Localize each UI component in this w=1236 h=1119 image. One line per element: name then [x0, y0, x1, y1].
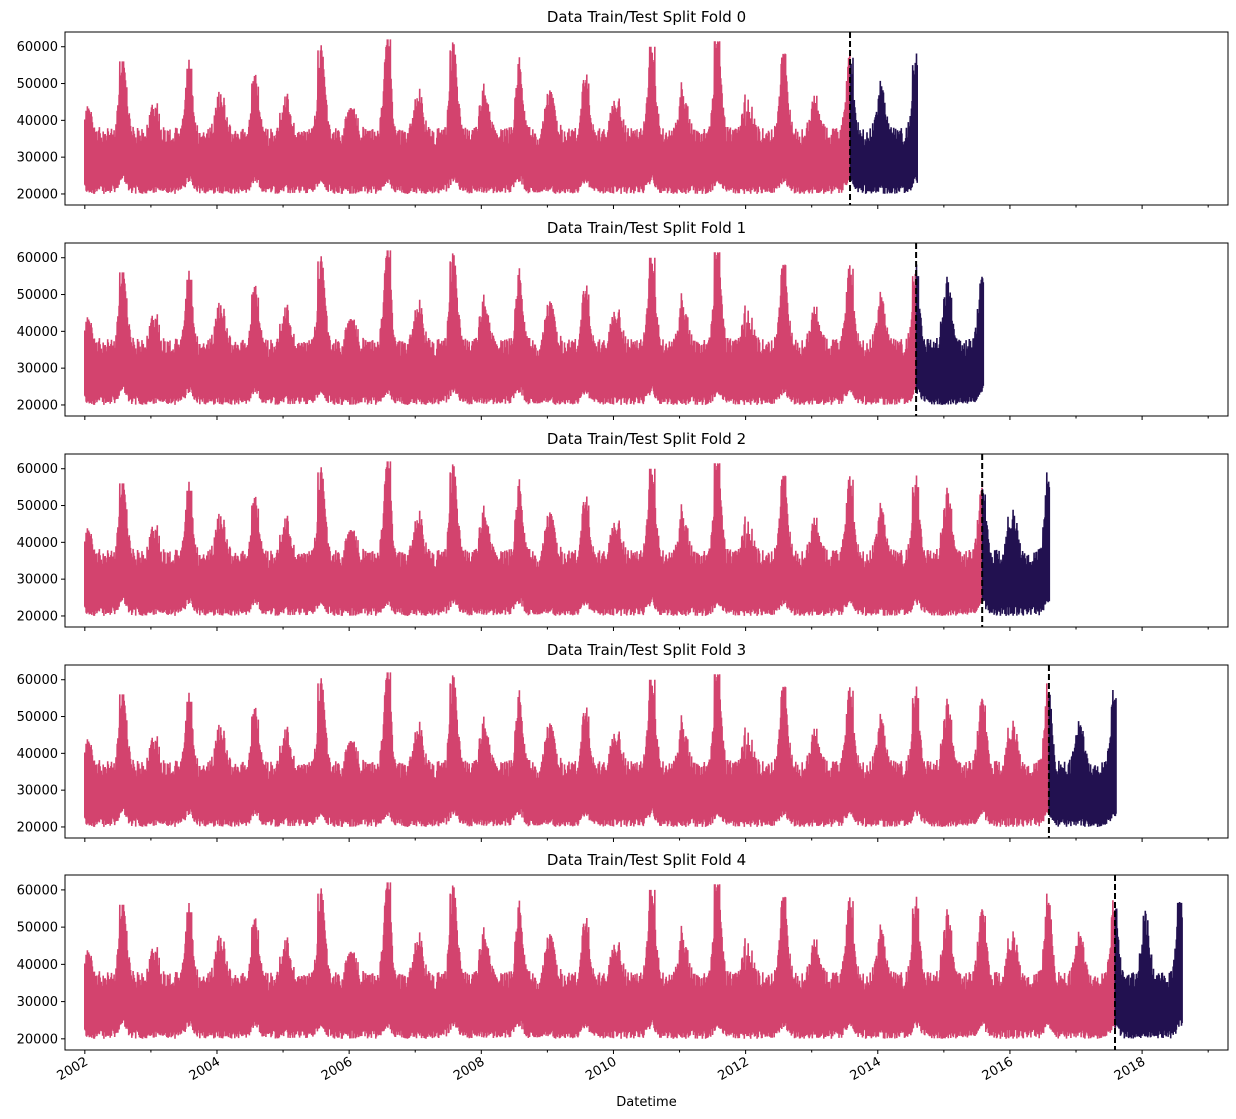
fold-1-panel: Data Train/Test Split Fold 1 20000 30000 40… — [17, 219, 1229, 420]
fold-1-test-series — [915, 264, 985, 405]
fold-0-title: Data Train/Test Split Fold 0 — [547, 8, 746, 26]
fold-4-ytick-label: 30000 — [17, 995, 58, 1010]
fold-2-train-series — [84, 461, 983, 617]
fold-1-ytick-label: 50000 — [17, 288, 58, 303]
fold-3-ytick-label: 60000 — [17, 673, 58, 688]
fold-0-ytick-label: 50000 — [17, 77, 58, 92]
xtick-label-2016: 2016 — [980, 1054, 1016, 1084]
x-axis-label: Datetime — [616, 1095, 676, 1110]
fold-2-ytick-label: 40000 — [17, 536, 58, 551]
fold-0-train-series — [84, 39, 851, 195]
fold-3-plot-area — [84, 672, 1117, 828]
xtick-label-2008: 2008 — [451, 1054, 487, 1084]
xtick-label-2010: 2010 — [583, 1054, 619, 1084]
fold-1-ytick-label: 60000 — [17, 251, 58, 266]
fold-3-ytick-label: 40000 — [17, 747, 58, 762]
fold-1-ytick-label: 40000 — [17, 325, 58, 340]
fold-2-ytick-label: 20000 — [17, 609, 58, 624]
fold-2-ytick-label: 60000 — [17, 462, 58, 477]
fold-4-plot-area — [84, 882, 1183, 1039]
fold-0-axes-frame — [64, 31, 1229, 206]
fold-4-ytick-label: 60000 — [17, 883, 58, 898]
fold-0-ytick-label: 60000 — [17, 40, 58, 55]
xtick-label-2014: 2014 — [848, 1054, 884, 1084]
fold-4-title: Data Train/Test Split Fold 4 — [547, 851, 746, 869]
xtick-label-2002: 2002 — [55, 1054, 91, 1084]
fold-0-ytick-label: 20000 — [17, 187, 58, 202]
fold-1-ytick-label: 30000 — [17, 362, 58, 377]
xtick-label-2018: 2018 — [1112, 1054, 1148, 1084]
fold-4-panel: Data Train/Test Split Fold 4 20000 30000 40… — [17, 851, 1229, 1110]
fold-1-axes-frame — [64, 242, 1229, 417]
fold-1-train-series — [84, 250, 917, 406]
fold-0-test-series — [849, 53, 918, 194]
fold-4-ytick-label: 40000 — [17, 958, 58, 973]
fold-4-axes-frame — [64, 874, 1229, 1051]
fold-2-title: Data Train/Test Split Fold 2 — [547, 430, 746, 448]
fold-1-plot-area — [84, 250, 985, 406]
fold-4-train-series — [84, 882, 1116, 1039]
fold-2-ytick-label: 30000 — [17, 573, 58, 588]
fold-4-test-series — [1114, 901, 1183, 1039]
fold-3-axes-frame — [64, 664, 1229, 839]
fold-4-ytick-label: 50000 — [17, 921, 58, 936]
fold-2-plot-area — [84, 461, 1051, 617]
xtick-label-2006: 2006 — [319, 1054, 355, 1084]
fold-3-test-series — [1048, 689, 1117, 828]
fold-3-title: Data Train/Test Split Fold 3 — [547, 641, 746, 659]
fold-3-train-series — [84, 672, 1050, 828]
fold-3-ytick-label: 50000 — [17, 710, 58, 725]
fold-3-ytick-label: 30000 — [17, 784, 58, 799]
fold-4-ytick-label: 20000 — [17, 1032, 58, 1047]
xtick-label-2012: 2012 — [715, 1054, 751, 1084]
fold-0-plot-area — [84, 39, 918, 195]
fold-0-ytick-label: 30000 — [17, 151, 58, 166]
xtick-label-2004: 2004 — [187, 1054, 223, 1084]
fold-2-axes-frame — [64, 453, 1229, 628]
fold-1-ytick-label: 20000 — [17, 398, 58, 413]
fold-2-test-series — [981, 472, 1051, 616]
fold-2-ytick-label: 50000 — [17, 499, 58, 514]
fold-3-panel: Data Train/Test Split Fold 3 20000 30000 40… — [17, 641, 1229, 842]
fold-0-ytick-label: 40000 — [17, 114, 58, 129]
fold-1-title: Data Train/Test Split Fold 1 — [547, 219, 746, 237]
fold-2-panel: Data Train/Test Split Fold 2 20000 30000 40… — [17, 430, 1229, 631]
fold-3-ytick-label: 20000 — [17, 820, 58, 835]
fold-0-panel: Data Train/Test Split Fold 0 20000 30000 40… — [17, 8, 1229, 209]
